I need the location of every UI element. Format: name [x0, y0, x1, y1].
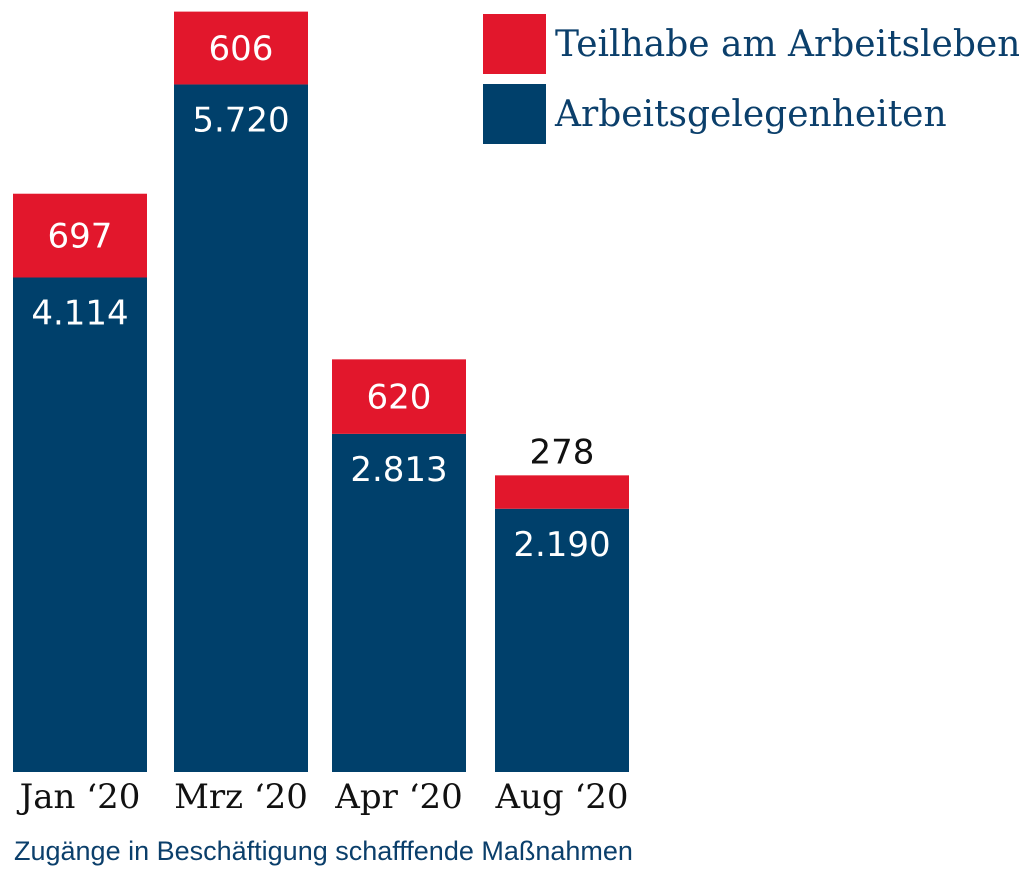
legend-swatch — [483, 84, 546, 144]
x-tick-label: Aug ‘20 — [494, 777, 628, 817]
data-label-teilhabe: 697 — [48, 217, 113, 257]
bar-arbeitsgelegenheiten — [495, 508, 629, 772]
data-label-arbeitsgelegenheiten: 2.190 — [513, 525, 610, 565]
chart-caption: Zugänge in Beschäftigung schafffende Maß… — [14, 836, 633, 866]
data-label-arbeitsgelegenheiten: 5.720 — [192, 100, 289, 140]
x-tick-label: Mrz ‘20 — [174, 777, 308, 817]
data-label-arbeitsgelegenheiten: 2.813 — [350, 450, 447, 490]
legend-label: Teilhabe am Arbeitsleben — [555, 24, 1019, 65]
bar-teilhabe — [332, 359, 466, 434]
bar-teilhabe — [174, 11, 308, 85]
x-tick-label: Jan ‘20 — [17, 777, 141, 817]
data-label-teilhabe: 606 — [209, 29, 274, 69]
bar-teilhabe — [495, 475, 629, 509]
legend-label: Arbeitsgelegenheiten — [554, 94, 947, 135]
bar-arbeitsgelegenheiten — [174, 84, 308, 773]
data-label-arbeitsgelegenheiten: 4.114 — [31, 293, 128, 333]
data-label-teilhabe: 620 — [367, 378, 432, 418]
bar-arbeitsgelegenheiten — [332, 433, 466, 772]
data-label-teilhabe: 278 — [530, 432, 595, 472]
bar-arbeitsgelegenheiten — [13, 277, 147, 772]
legend-swatch — [483, 14, 546, 74]
x-tick-label: Apr ‘20 — [334, 777, 462, 817]
bar-teilhabe — [13, 193, 147, 278]
